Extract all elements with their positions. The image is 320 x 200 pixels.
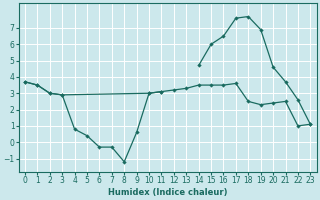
X-axis label: Humidex (Indice chaleur): Humidex (Indice chaleur) <box>108 188 228 197</box>
